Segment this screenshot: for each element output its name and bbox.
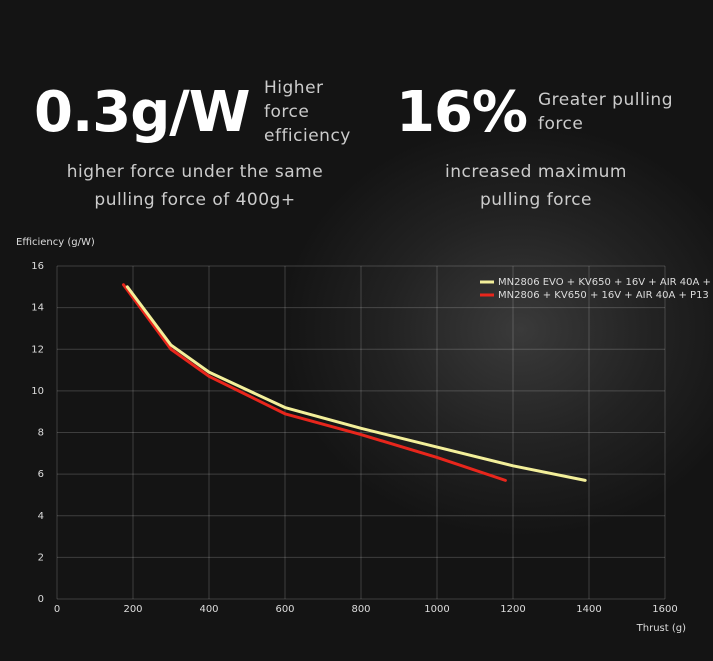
series-line — [122, 283, 507, 482]
legend-label: MN2806 + KV650 + 16V + AIR 40A + P13 — [498, 290, 709, 301]
legend-label: MN2806 EVO + KV650 + 16V + AIR 40A + P13 — [498, 277, 713, 288]
y-tick-label: 16 — [31, 261, 44, 272]
highlight-description: increased maximum pulling force — [444, 162, 627, 210]
highlight-label: Higher force efficiency — [264, 78, 351, 146]
y-tick-label: 14 — [31, 303, 44, 314]
y-tick-label: 0 — [38, 594, 44, 605]
x-tick-label: 200 — [123, 604, 142, 615]
y-tick-label: 8 — [38, 428, 44, 439]
x-tick-label: 1400 — [576, 604, 601, 615]
x-tick-label: 1000 — [424, 604, 449, 615]
y-axis-title: Efficiency (g/W) — [16, 237, 95, 248]
highlight-label: Greater pulling force — [538, 90, 673, 134]
x-tick-label: 1200 — [500, 604, 525, 615]
x-tick-label: 600 — [275, 604, 294, 615]
x-tick-label: 800 — [351, 604, 370, 615]
highlight-value: 0.3g/W — [34, 80, 251, 145]
x-axis-title: Thrust (g) — [636, 623, 686, 634]
series-line — [125, 285, 587, 482]
y-tick-label: 12 — [31, 344, 44, 355]
highlight-description: higher force under the same pulling forc… — [66, 162, 324, 210]
highlight-value: 16% — [396, 80, 528, 145]
x-tick-label: 0 — [54, 604, 60, 615]
y-tick-label: 2 — [38, 552, 44, 563]
y-tick-label: 6 — [38, 469, 44, 480]
y-tick-label: 10 — [31, 386, 44, 397]
y-tick-label: 4 — [38, 511, 44, 522]
x-tick-label: 400 — [199, 604, 218, 615]
x-tick-label: 1600 — [652, 604, 677, 615]
